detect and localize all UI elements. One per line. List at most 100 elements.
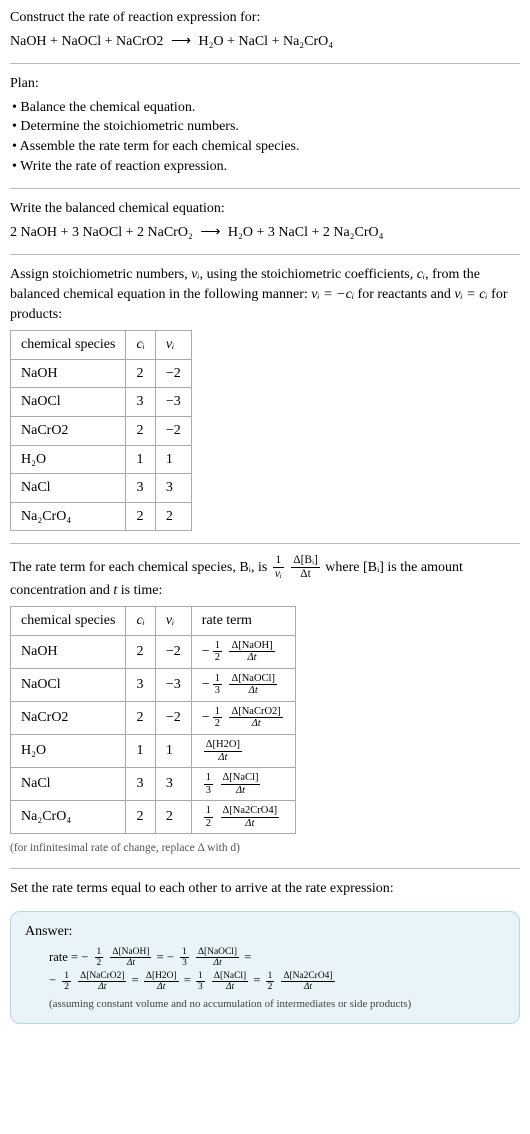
answer-label: Answer: — [25, 922, 505, 942]
rate-term-cell: −13 Δ[NaOCl]Δt — [191, 668, 295, 701]
table-cell: 3 — [155, 474, 191, 503]
table2-note: (for infinitesimal rate of change, repla… — [10, 840, 520, 856]
table-cell: 1 — [126, 445, 155, 474]
table-cell: 2 — [126, 359, 155, 388]
stoich-table: chemical speciescᵢνᵢNaOH2−2NaOCl3−3NaCrO… — [10, 330, 192, 531]
answer-equation: rate = − 12 Δ[NaOH]Δt = − 13 Δ[NaOCl]Δt … — [49, 946, 505, 994]
balanced-prompt: Write the balanced chemical equation: — [10, 199, 520, 219]
rate-term-cell: −12 Δ[NaOH]Δt — [191, 635, 295, 668]
rate-term-cell: 12 Δ[Na2CrO4]Δt — [191, 801, 295, 834]
table-cell: 2 — [126, 635, 155, 668]
table-cell: Na₂CrO₄ — [11, 801, 126, 834]
divider — [10, 254, 520, 255]
table-row: NaOCl3−3−13 Δ[NaOCl]Δt — [11, 668, 296, 701]
rateterm-section: The rate term for each chemical species,… — [10, 554, 520, 856]
plan-title: Plan: — [10, 74, 520, 94]
rate-term-cell: 13 Δ[NaCl]Δt — [191, 768, 295, 801]
table-header: cᵢ — [126, 607, 155, 636]
table-cell: Na₂CrO₄ — [11, 502, 126, 531]
table-cell: 2 — [155, 801, 191, 834]
table-cell: 1 — [126, 735, 155, 768]
table-cell: −2 — [155, 416, 191, 445]
divider — [10, 543, 520, 544]
plan-list: • Balance the chemical equation.• Determ… — [10, 98, 520, 176]
table-cell: 2 — [155, 502, 191, 531]
table-header: νᵢ — [155, 331, 191, 360]
table-cell: NaOCl — [11, 668, 126, 701]
table-cell: 3 — [126, 474, 155, 503]
divider — [10, 63, 520, 64]
intro-equation: NaOH + NaOCl + NaCrO2 ⟶ H₂O + NaCl + Na₂… — [10, 32, 520, 52]
frac-den: νᵢ — [273, 568, 284, 581]
answer-note: (assuming constant volume and no accumul… — [49, 997, 505, 1012]
intro-prompt: Construct the rate of reaction expressio… — [10, 8, 520, 28]
balanced-rhs: H₂O + 3 NaCl + 2 Na₂CrO₄ — [228, 225, 384, 240]
table-cell: −2 — [155, 635, 191, 668]
table-header: chemical species — [11, 331, 126, 360]
frac-den: Δt — [291, 568, 320, 581]
table-header: rate term — [191, 607, 295, 636]
plan-item: • Assemble the rate term for each chemic… — [12, 137, 520, 157]
table-header: νᵢ — [155, 607, 191, 636]
arrow-icon: ⟶ — [171, 34, 191, 49]
plan-section: Plan: • Balance the chemical equation.• … — [10, 74, 520, 176]
set-equal-text: Set the rate terms equal to each other t… — [10, 879, 520, 899]
table-row: Na₂CrO₄22 — [11, 502, 192, 531]
rateterm-text: The rate term for each chemical species,… — [10, 560, 463, 598]
table-header: cᵢ — [126, 331, 155, 360]
table-cell: 2 — [126, 801, 155, 834]
divider — [10, 188, 520, 189]
table-cell: 2 — [126, 416, 155, 445]
table-cell: 2 — [126, 502, 155, 531]
t: The rate term for each chemical species, — [10, 560, 239, 575]
plan-item: • Write the rate of reaction expression. — [12, 157, 520, 177]
b-i: Bᵢ — [239, 560, 251, 575]
nu-i: νᵢ — [191, 267, 199, 282]
t: Assign stoichiometric numbers, — [10, 267, 191, 282]
table-cell: 3 — [126, 768, 155, 801]
table-cell: NaCl — [11, 474, 126, 503]
table-header: chemical species — [11, 607, 126, 636]
table-cell: NaOH — [11, 635, 126, 668]
table-row: NaOH2−2−12 Δ[NaOH]Δt — [11, 635, 296, 668]
table-row: NaCrO22−2 — [11, 416, 192, 445]
intro-rhs: H₂O + NaCl + Na₂CrO₄ — [199, 34, 334, 49]
table-cell: 1 — [155, 735, 191, 768]
intro-lhs: NaOH + NaOCl + NaCrO2 — [10, 34, 163, 49]
table-row: NaCl3313 Δ[NaCl]Δt — [11, 768, 296, 801]
table-cell: 3 — [126, 388, 155, 417]
t: , is — [251, 560, 271, 575]
stoich-text: Assign stoichiometric numbers, νᵢ, using… — [10, 267, 507, 321]
table-row: H₂O11 — [11, 445, 192, 474]
t: is time: — [117, 583, 162, 598]
plan-item: • Balance the chemical equation. — [12, 98, 520, 118]
table-cell: −2 — [155, 701, 191, 734]
rate-term-cell: −12 Δ[NaCrO2]Δt — [191, 701, 295, 734]
plan-item: • Determine the stoichiometric numbers. — [12, 117, 520, 137]
stoich-section: Assign stoichiometric numbers, νᵢ, using… — [10, 265, 520, 531]
table-cell: −3 — [155, 388, 191, 417]
table-row: NaOH2−2 — [11, 359, 192, 388]
rel: νᵢ = cᵢ — [454, 287, 487, 302]
frac-num: Δ[Bᵢ] — [291, 554, 320, 568]
table-cell: NaOH — [11, 359, 126, 388]
arrow-icon: ⟶ — [200, 225, 220, 240]
rate-term-cell: Δ[H2O]Δt — [191, 735, 295, 768]
c-i: cᵢ — [417, 267, 425, 282]
balanced-equation: 2 NaOH + 3 NaOCl + 2 NaCrO₂ ⟶ H₂O + 3 Na… — [10, 223, 520, 243]
t: , using the stoichiometric coefficients, — [200, 267, 417, 282]
rateterm-table: chemical speciescᵢνᵢrate termNaOH2−2−12 … — [10, 606, 296, 834]
table-cell: 1 — [155, 445, 191, 474]
answer-box: Answer: rate = − 12 Δ[NaOH]Δt = − 13 Δ[N… — [10, 911, 520, 1024]
balanced-lhs: 2 NaOH + 3 NaOCl + 2 NaCrO₂ — [10, 225, 193, 240]
table-row: Na₂CrO₄2212 Δ[Na2CrO4]Δt — [11, 801, 296, 834]
table-cell: H₂O — [11, 735, 126, 768]
table-row: H₂O11Δ[H2O]Δt — [11, 735, 296, 768]
table-cell: NaCrO2 — [11, 416, 126, 445]
table-cell: −3 — [155, 668, 191, 701]
table-cell: −2 — [155, 359, 191, 388]
table-cell: 3 — [155, 768, 191, 801]
frac-num: 1 — [273, 554, 284, 568]
rel: νᵢ = −cᵢ — [311, 287, 354, 302]
balanced-section: Write the balanced chemical equation: 2 … — [10, 199, 520, 242]
